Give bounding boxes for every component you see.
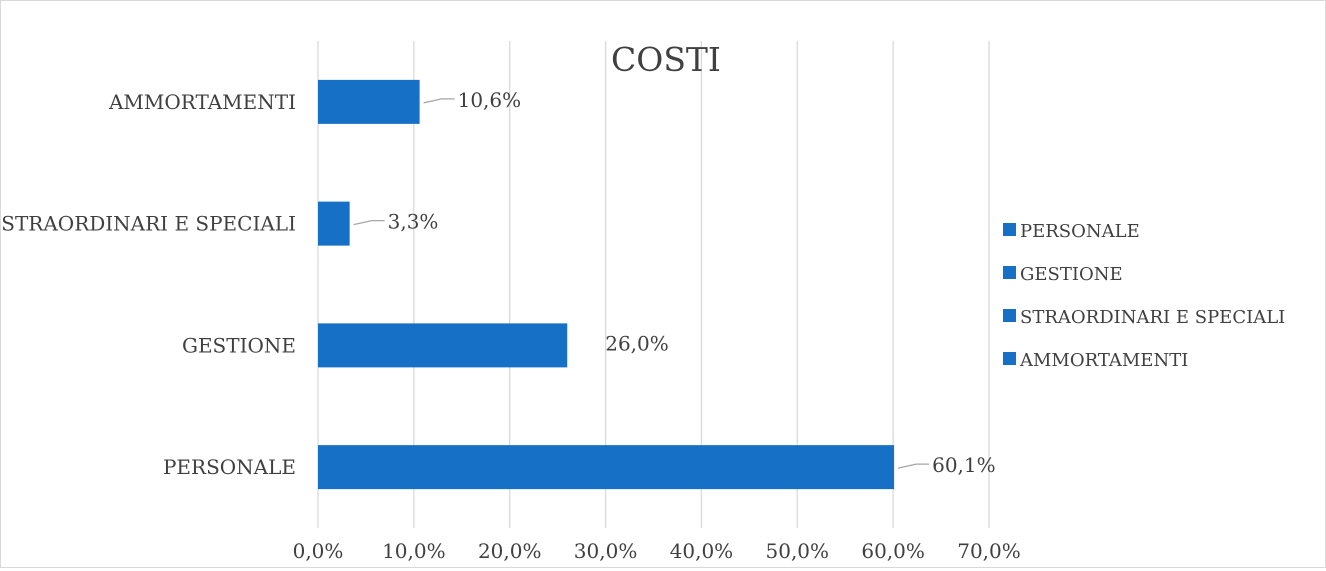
x-tick-label: 10,0% — [382, 539, 446, 563]
legend-label: GESTIONE — [1020, 264, 1123, 285]
chart-title: COSTI — [611, 40, 721, 79]
data-label: 3,3% — [388, 210, 439, 234]
category-label: STRAORDINARI E SPECIALI — [1, 212, 296, 236]
x-tick-label: 20,0% — [478, 539, 542, 563]
bar — [318, 201, 350, 246]
bar — [318, 323, 568, 368]
x-tick-label: 30,0% — [574, 539, 638, 563]
legend-label: PERSONALE — [1020, 221, 1140, 242]
category-label: AMMORTAMENTI — [108, 90, 296, 114]
leader-line — [897, 463, 930, 469]
leader-line — [353, 220, 385, 226]
bars — [318, 79, 895, 490]
data-labels: 60,1% 26,0% 3,3% 10,6% — [353, 88, 996, 477]
category-label: GESTIONE — [182, 333, 296, 357]
legend-swatch — [1003, 309, 1016, 322]
x-tick-label: 0,0% — [293, 539, 344, 563]
data-label: 26,0% — [605, 331, 669, 355]
x-tick-label: 60,0% — [861, 539, 925, 563]
category-axis: PERSONALE GESTIONE STRAORDINARI E SPECIALI… — [1, 90, 296, 479]
value-axis: 0,0% 10,0% 20,0% 30,0% 40,0% 50,0% 60,0% 70,0% — [293, 539, 1021, 563]
x-tick-label: 40,0% — [670, 539, 734, 563]
legend-swatch — [1003, 266, 1016, 279]
data-label: 60,1% — [932, 453, 996, 477]
legend-swatch — [1003, 223, 1016, 236]
x-tick-label: 70,0% — [957, 539, 1021, 563]
bar — [318, 445, 895, 490]
legend-label: AMMORTAMENTI — [1019, 350, 1188, 371]
legend-swatch — [1003, 352, 1016, 365]
data-label: 10,6% — [458, 88, 522, 112]
bar — [318, 79, 420, 124]
legend-label: STRAORDINARI E SPECIALI — [1020, 307, 1285, 328]
legend: PERSONALE GESTIONE STRAORDINARI E SPECIALI… — [1003, 221, 1285, 371]
leader-line — [423, 98, 455, 104]
category-label: PERSONALE — [163, 455, 296, 479]
x-tick-label: 50,0% — [766, 539, 830, 563]
